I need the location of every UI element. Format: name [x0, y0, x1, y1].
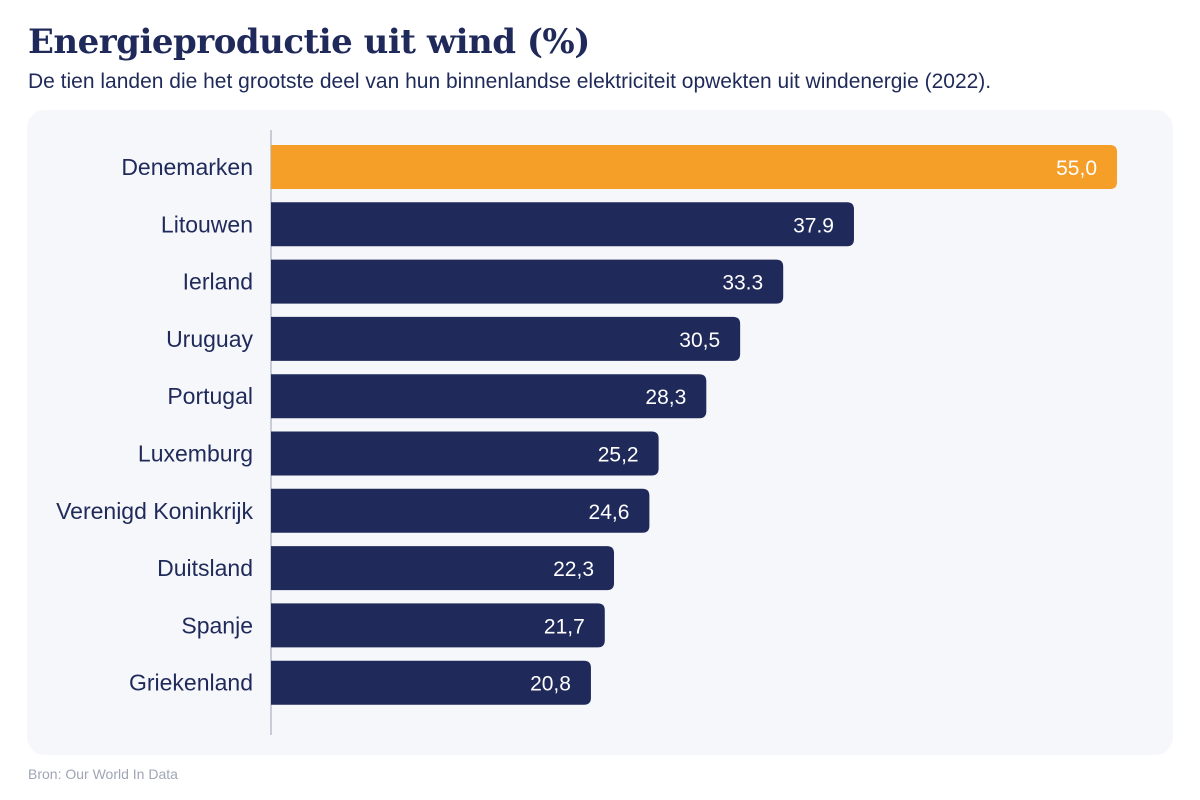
category-label: Spanje	[181, 612, 253, 638]
bar-verenigd-koninkrijk	[271, 488, 650, 533]
bar-griekenland	[271, 660, 591, 705]
value-label: 28,3	[645, 386, 686, 409]
category-label: Denemarken	[121, 154, 253, 180]
bar-luxemburg	[271, 431, 659, 476]
value-label: 55,0	[1056, 157, 1097, 180]
value-label: 33.3	[722, 272, 763, 295]
bar-uruguay	[271, 316, 741, 361]
category-label: Ierland	[183, 269, 253, 295]
chart-title: Energieproductie uit wind (%)	[28, 22, 590, 62]
category-label: Luxemburg	[138, 441, 253, 467]
bar-ierland	[271, 259, 784, 304]
chart-panel: Denemarken 55,0 Litouwen 37.9 Ierland 33.3 Uru…	[27, 110, 1173, 755]
bar-litouwen	[271, 202, 854, 247]
value-label: 24,6	[589, 501, 630, 524]
value-label: 22,3	[553, 558, 594, 581]
bar-portugal	[271, 374, 707, 419]
category-label: Verenigd Koninkrijk	[56, 498, 253, 524]
source-note: Bron: Our World In Data	[28, 766, 178, 782]
category-label: Portugal	[167, 383, 253, 409]
category-label: Uruguay	[166, 326, 253, 352]
bar-denemarken	[271, 145, 1117, 189]
chart-subtitle: De tien landen die het grootste deel van…	[28, 70, 992, 93]
value-label: 30,5	[679, 329, 720, 352]
category-label: Litouwen	[161, 211, 253, 237]
category-label: Griekenland	[129, 670, 253, 696]
bar-duitsland	[271, 546, 615, 591]
value-label: 37.9	[793, 214, 834, 237]
value-label: 25,2	[598, 444, 639, 467]
category-label: Duitsland	[157, 555, 253, 581]
value-label: 20,8	[530, 673, 571, 696]
value-label: 21,7	[544, 615, 585, 638]
bar-chart: Denemarken 55,0 Litouwen 37.9 Ierland 33.3 Uru…	[56, 130, 1117, 735]
bar-spanje	[271, 603, 605, 648]
